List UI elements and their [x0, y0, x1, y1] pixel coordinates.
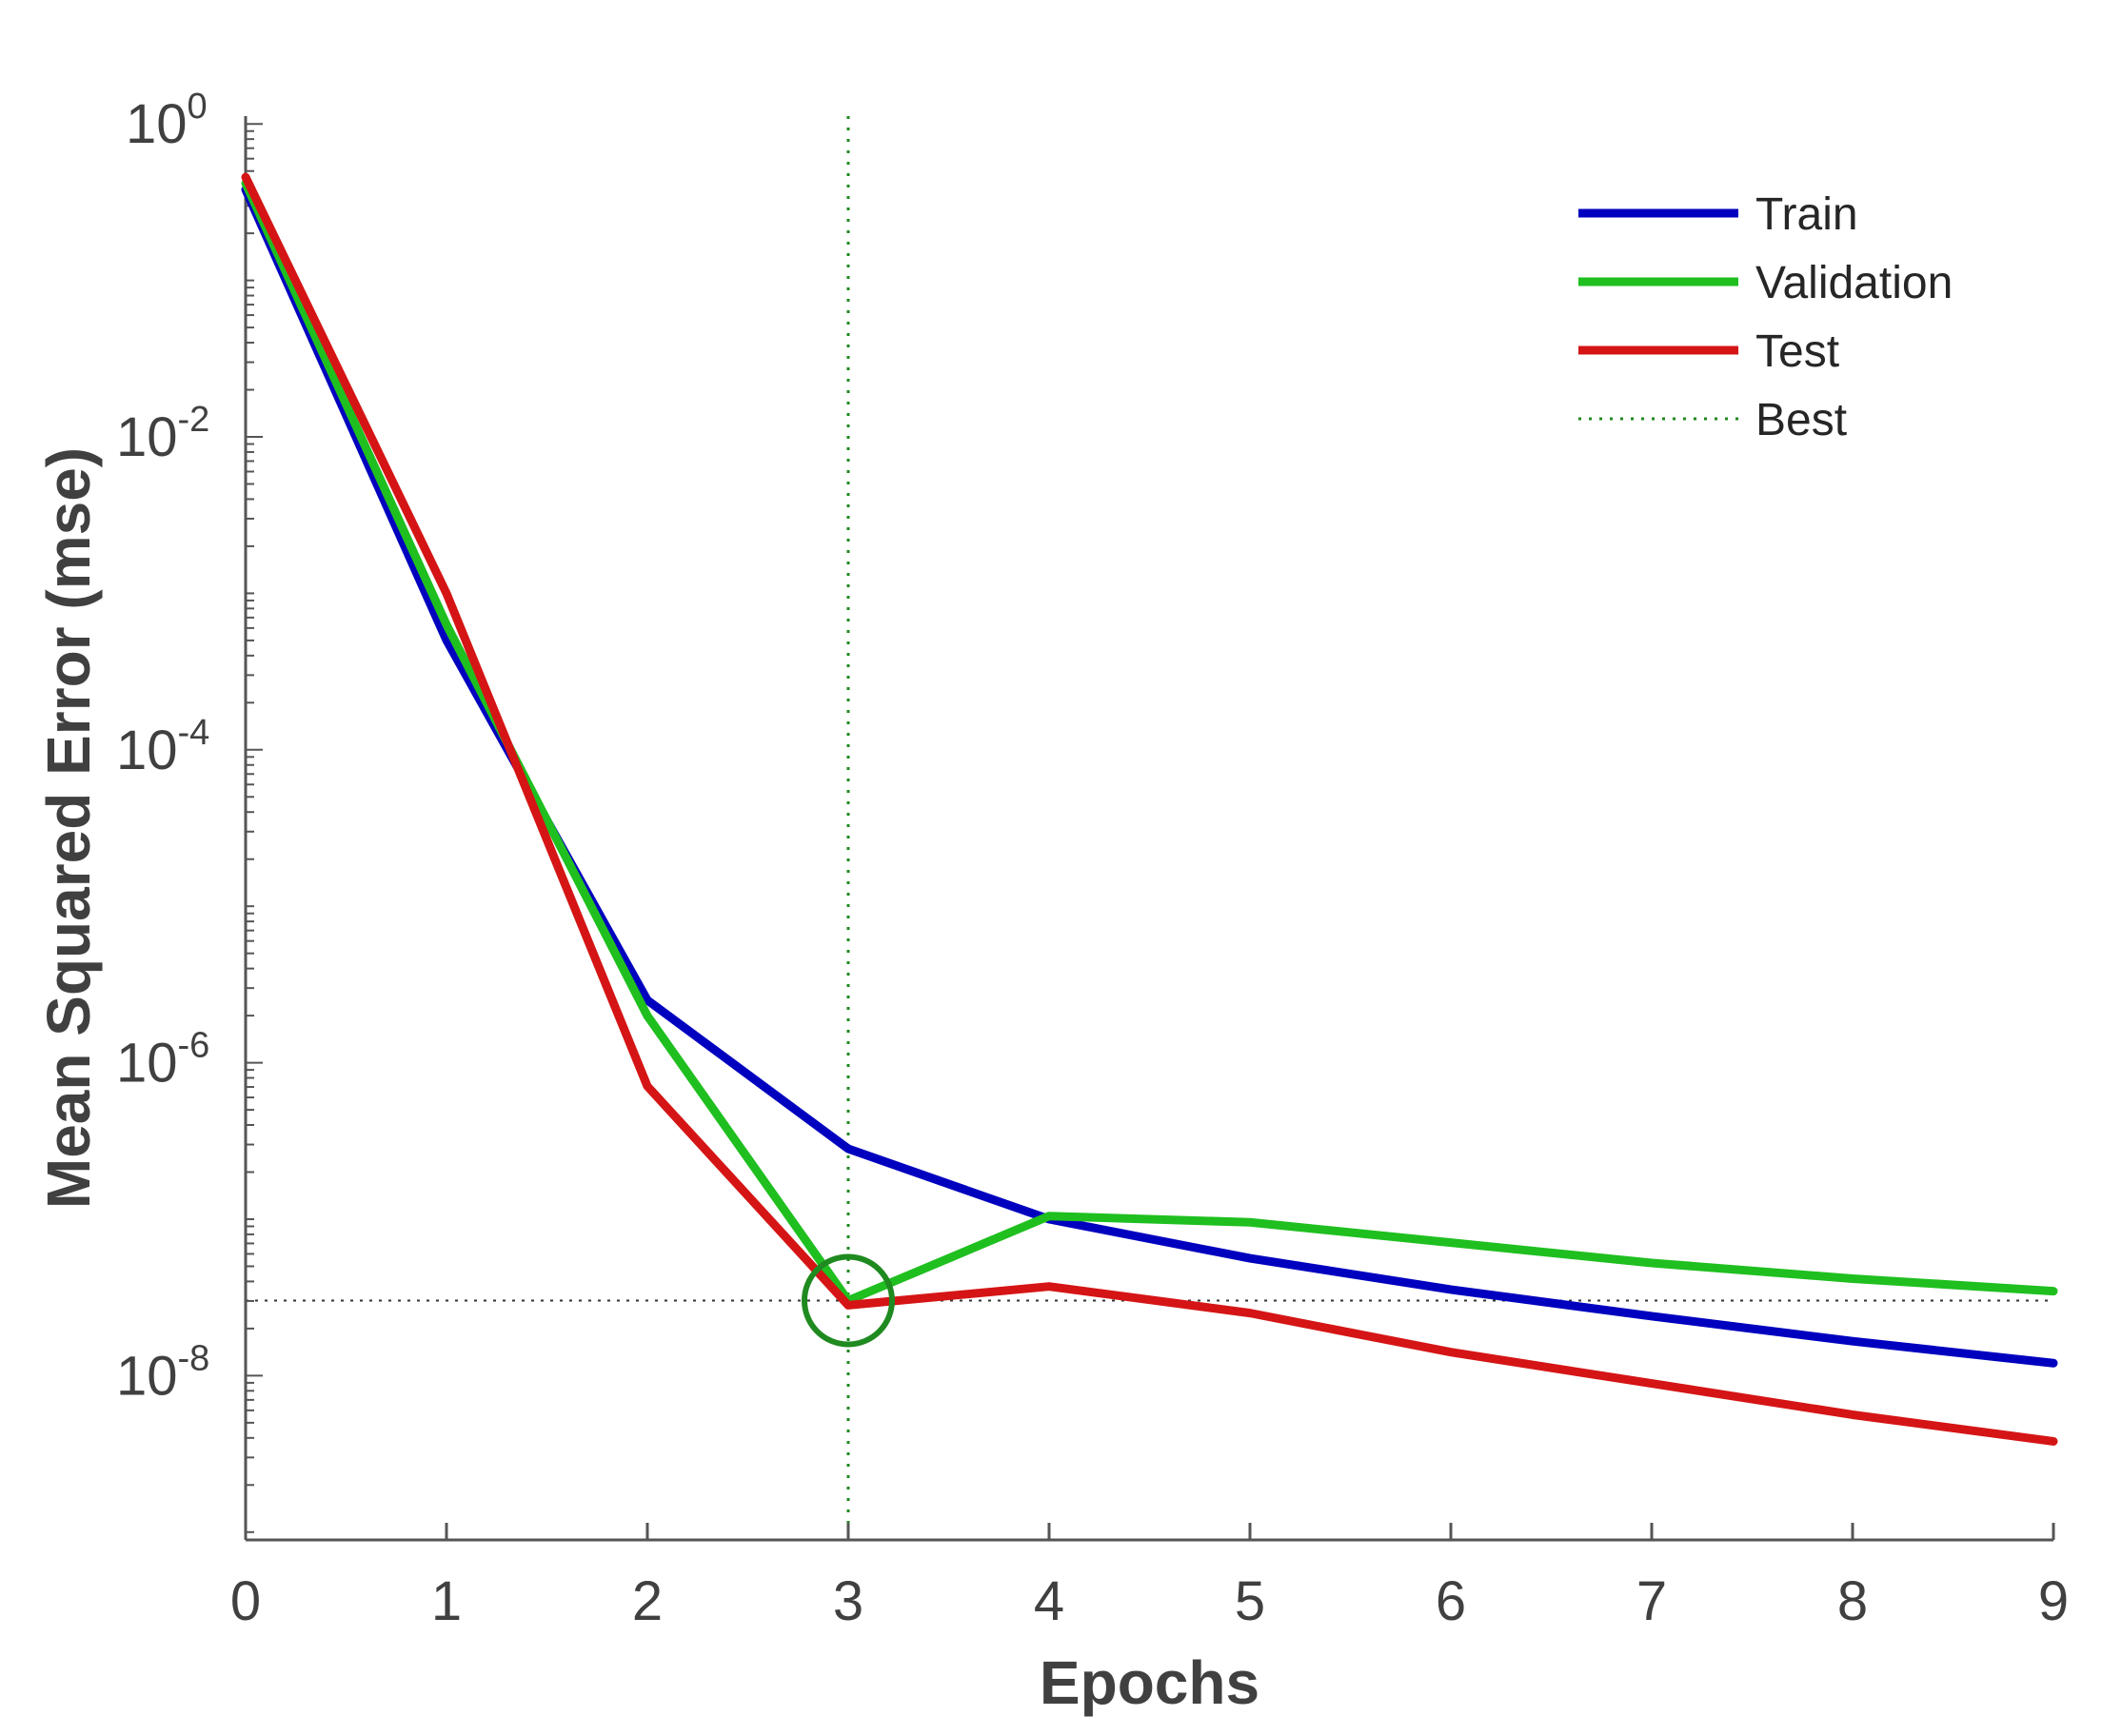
x-tick-label: 0 [230, 1570, 261, 1632]
legend-label-test: Test [1755, 326, 1839, 377]
best-marker-layer [802, 1253, 895, 1348]
y-tick-label: 10-8 [116, 1338, 209, 1407]
y-tick-label: 10-6 [116, 1026, 209, 1095]
legend: Train Validation Test Best [1578, 189, 1953, 445]
legend-label-train: Train [1755, 189, 1858, 240]
series-line-test [241, 172, 2058, 1446]
y-tick-label: 10-2 [116, 400, 209, 468]
x-axis-title: Epochs [1040, 1648, 1259, 1717]
axes: 0 1 2 3 4 5 6 7 8 9 100 10-2 10-4 10-6 10-8 [116, 87, 2069, 1632]
x-axis-ticks: 0 1 2 3 4 5 6 7 8 9 [230, 1523, 2069, 1632]
x-tick-label: 9 [2038, 1570, 2069, 1632]
x-tick-label: 5 [1235, 1570, 1265, 1632]
y-tick-label: 10-4 [116, 713, 209, 781]
x-tick-label: 7 [1636, 1570, 1667, 1632]
x-tick-label: 3 [833, 1570, 863, 1632]
x-tick-label: 4 [1034, 1570, 1064, 1632]
best-marker-circle [802, 1253, 895, 1348]
series-line-validation [241, 179, 2058, 1305]
y-tick-label: 100 [126, 87, 208, 155]
series-lines [241, 172, 2058, 1446]
y-axis-title: Mean Squared Error (mse) [34, 447, 103, 1209]
x-tick-label: 1 [431, 1570, 462, 1632]
x-tick-label: 8 [1837, 1570, 1868, 1632]
x-tick-label: 6 [1436, 1570, 1466, 1632]
x-tick-label: 2 [632, 1570, 663, 1632]
y-axis-ticks: 100 10-2 10-4 10-6 10-8 [116, 87, 263, 1533]
legend-label-best: Best [1755, 395, 1847, 445]
best-reference-lines [246, 116, 2053, 1540]
legend-label-validation: Validation [1755, 258, 1953, 308]
